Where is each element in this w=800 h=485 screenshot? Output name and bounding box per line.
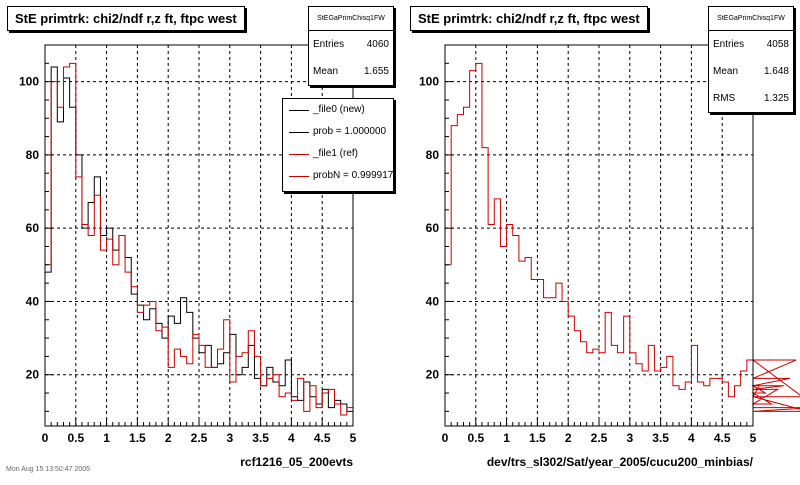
y-tick-label: 80 — [426, 148, 440, 162]
x-tick-label: 4 — [688, 431, 695, 445]
stats-label: Entries — [313, 39, 345, 50]
x-tick-label: 4.5 — [714, 431, 731, 445]
x-tick-label: 2.5 — [191, 431, 208, 445]
stats-row: Entries 4058 — [709, 31, 793, 58]
histogram-panel-right: 0 0.5 1 1.5 2 2.5 3 3.5 4 4.5 5 20 40 60 80 100 dev/trs_… — [400, 0, 800, 480]
x-tick-label: 5 — [750, 431, 757, 445]
x-tick-label: 3.5 — [652, 431, 669, 445]
y-tick-label: 20 — [426, 368, 440, 382]
x-tick-label: 4 — [288, 431, 295, 445]
plot-title: StE primtrk: chi2/ndf r,z ft, ftpc west — [7, 6, 245, 31]
legend-entry: probN = 0.999917 — [283, 165, 393, 187]
x-axis: 0 0.5 1 1.5 2 2.5 3 3.5 4 4.5 5 — [442, 418, 757, 445]
grid-lines — [445, 45, 753, 426]
legend-label: prob = 1.000000 — [313, 126, 387, 137]
x-tick-label: 1.5 — [529, 431, 546, 445]
y-tick-label: 40 — [26, 294, 40, 308]
x-tick-label: 0.5 — [467, 431, 484, 445]
stats-row: RMS 1.325 — [709, 85, 793, 112]
y-tick-label: 100 — [419, 75, 439, 89]
legend-label: _file0 (new) — [313, 104, 365, 115]
legend: _file0 (new) prob = 1.000000 _file1 (ref… — [282, 98, 394, 192]
stats-value: 1.655 — [363, 66, 389, 77]
x-axis: 0 0.5 1 1.5 2 2.5 3 3.5 4 4.5 5 — [42, 418, 357, 445]
x-tick-label: 1.5 — [129, 431, 146, 445]
legend-entry: prob = 1.000000 — [283, 121, 393, 143]
stats-value: 4060 — [366, 39, 389, 50]
x-axis-label: dev/trs_sl302/Sat/year_2005/cucu200_minb… — [487, 455, 754, 469]
timestamp-footer: Mon Aug 15 13:50:47 2005 — [6, 466, 91, 473]
histogram-plot-right: 0 0.5 1 1.5 2 2.5 3 3.5 4 4.5 5 20 40 60 80 100 dev/trs_… — [419, 44, 800, 469]
y-tick-label: 60 — [26, 221, 40, 235]
stats-row: Entries 4060 — [309, 31, 393, 58]
y-tick-label: 100 — [19, 75, 39, 89]
stats-label: Mean — [713, 66, 739, 77]
x-axis-label: rcf1216_05_200evts — [240, 455, 353, 469]
stats-value: 1.648 — [763, 66, 789, 77]
x-tick-label: 3 — [626, 431, 633, 445]
x-tick-label: 4.5 — [314, 431, 331, 445]
x-tick-label: 2 — [165, 431, 172, 445]
histogram-plot-left: 0 0.5 1 1.5 2 2.5 3 3.5 4 4.5 5 20 40 60 80 100 rcf1216_… — [19, 44, 357, 469]
stats-row: Mean 1.655 — [309, 58, 393, 85]
x-tick-label: 1 — [503, 431, 510, 445]
legend-swatch — [289, 154, 309, 155]
legend-swatch — [289, 110, 309, 111]
legend-entry: _file1 (ref) — [283, 143, 393, 165]
x-tick-label: 3 — [226, 431, 233, 445]
legend-label: _file1 (ref) — [313, 148, 359, 159]
legend-label: probN = 0.999917 — [313, 170, 394, 181]
stats-box: StEGaPrimChisq1FW Entries 4058 Mean 1.64… — [708, 6, 794, 113]
x-tick-label: 0.5 — [67, 431, 84, 445]
histogram-series-ref — [445, 62, 800, 412]
x-tick-label: 0 — [42, 431, 49, 445]
histogram-series-ref — [45, 62, 353, 416]
y-axis: 20 40 60 80 100 — [419, 44, 453, 412]
y-tick-label: 60 — [426, 221, 440, 235]
y-tick-label: 80 — [26, 148, 40, 162]
y-tick-label: 20 — [26, 368, 40, 382]
y-tick-label: 40 — [426, 294, 440, 308]
x-tick-label: 2 — [565, 431, 572, 445]
legend-swatch — [289, 176, 309, 177]
stats-value: 4058 — [766, 39, 789, 50]
x-tick-label: 2.5 — [591, 431, 608, 445]
y-axis: 20 40 60 80 100 — [19, 44, 53, 412]
legend-entry: _file0 (new) — [283, 99, 393, 121]
x-tick-label: 5 — [350, 431, 357, 445]
x-tick-label: 3.5 — [252, 431, 269, 445]
stats-name: StEGaPrimChisq1FW — [309, 7, 393, 31]
histogram-panel-left: 0 0.5 1 1.5 2 2.5 3 3.5 4 4.5 5 20 40 60 80 100 rcf1216_… — [0, 0, 400, 480]
stats-name: StEGaPrimChisq1FW — [709, 7, 793, 31]
stats-label: RMS — [713, 93, 736, 104]
stats-label: Mean — [313, 66, 339, 77]
legend-swatch — [289, 132, 309, 133]
x-tick-label: 0 — [442, 431, 449, 445]
plot-frame — [444, 44, 754, 427]
stats-label: Entries — [713, 39, 745, 50]
stats-row: Mean 1.648 — [709, 58, 793, 85]
stats-box: StEGaPrimChisq1FW Entries 4060 Mean 1.65… — [308, 6, 394, 86]
plot-title: StE primtrk: chi2/ndf r,z ft, ftpc west — [410, 6, 648, 31]
stats-value: 1.325 — [763, 93, 789, 104]
x-tick-label: 1 — [103, 431, 110, 445]
